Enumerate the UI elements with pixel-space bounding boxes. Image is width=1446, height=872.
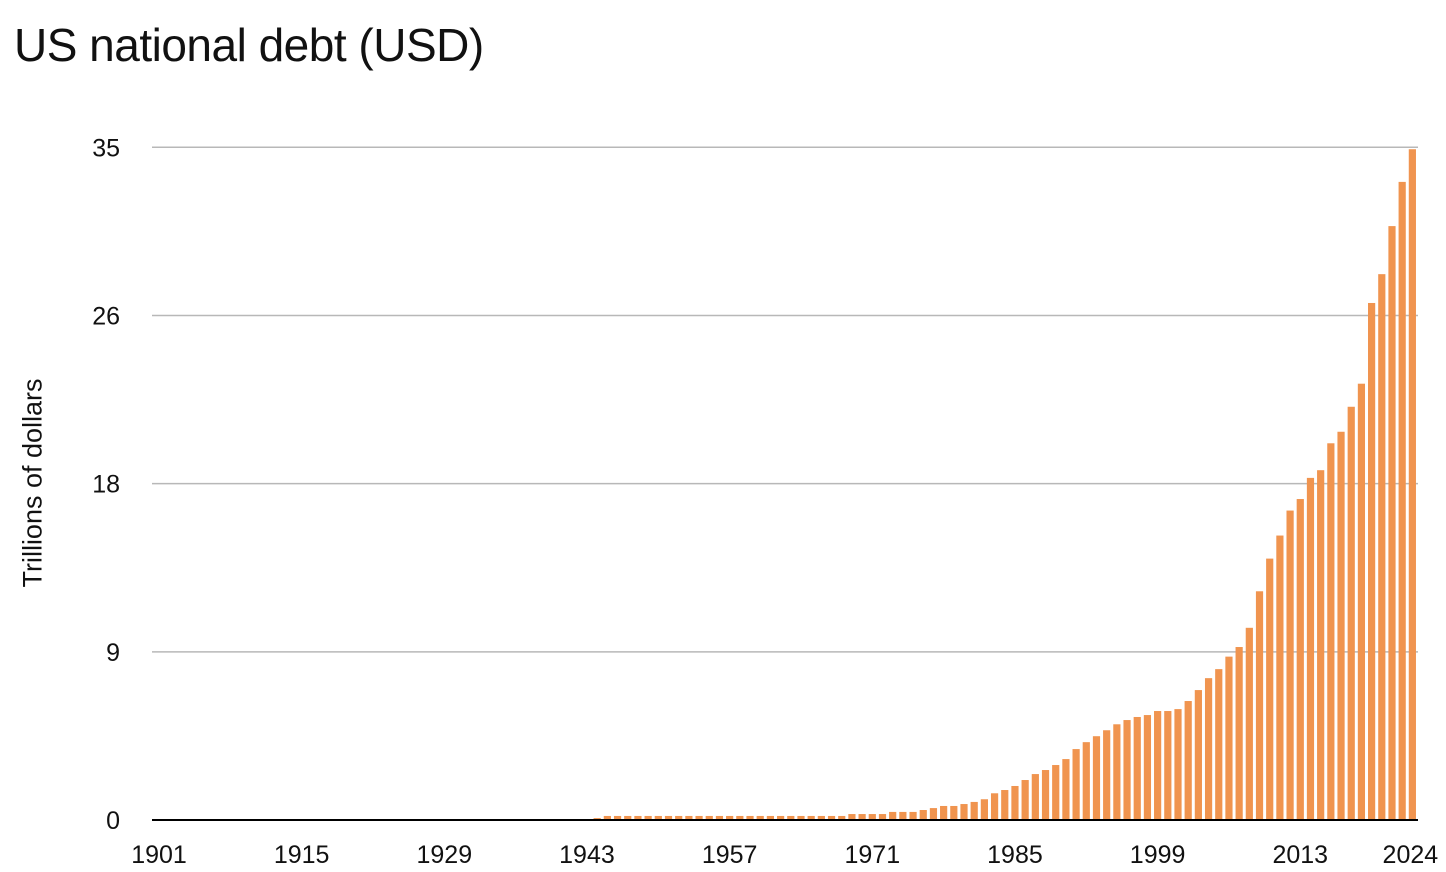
bar-1954 (695, 815, 703, 820)
y-tick-label: 0 (106, 807, 120, 835)
bar-1998 (1143, 715, 1152, 820)
bar-1947 (624, 815, 632, 820)
bar-1961 (766, 815, 774, 820)
y-tick-label: 18 (92, 471, 120, 499)
bar-2011 (1276, 535, 1284, 820)
bar-1995 (1113, 724, 1121, 820)
bar-1979 (950, 805, 958, 820)
bar-2013 (1296, 499, 1304, 820)
bar-1982 (980, 799, 988, 820)
bar-1962 (776, 815, 785, 820)
bar-1989 (1052, 765, 1060, 820)
bar-1967 (827, 815, 836, 820)
bar-1959 (746, 815, 754, 820)
x-tick-label: 2024 (1383, 841, 1439, 869)
x-tick-label: 1999 (1130, 841, 1186, 869)
bar-2003 (1194, 690, 1202, 820)
x-tick-label: 1915 (274, 841, 330, 869)
bar-1946 (613, 815, 622, 820)
bar-2017 (1337, 431, 1345, 820)
bar-1957 (726, 815, 734, 820)
bar-2002 (1184, 701, 1192, 820)
bar-1984 (1001, 790, 1009, 820)
bar-2021 (1378, 274, 1386, 821)
bar-1975 (909, 811, 917, 820)
bar-1986 (1021, 780, 1029, 820)
x-tick-label: 1943 (559, 841, 615, 869)
bar-2014 (1306, 477, 1315, 820)
bar-2005 (1215, 669, 1223, 820)
bar-1972 (878, 814, 887, 820)
bar-2010 (1266, 558, 1274, 820)
bar-1990 (1062, 759, 1070, 820)
bar-1951 (664, 815, 673, 820)
bar-1945 (603, 815, 611, 820)
bar-2024 (1408, 149, 1416, 821)
bar-2001 (1174, 709, 1182, 820)
bar-1971 (868, 814, 876, 820)
bar-2012 (1286, 510, 1294, 820)
bar-2006 (1225, 656, 1233, 820)
bar-1973 (889, 811, 897, 820)
bar-1964 (797, 815, 805, 820)
bar-1966 (817, 815, 825, 820)
bar-2019 (1357, 383, 1366, 820)
bar-1968 (838, 815, 846, 820)
bar-1969 (848, 814, 856, 820)
bar-1958 (736, 815, 744, 820)
bar-1992 (1082, 742, 1090, 820)
x-tick-label: 1929 (417, 841, 473, 869)
bar-1983 (990, 793, 999, 820)
bar-1949 (644, 815, 652, 820)
bar-1991 (1072, 749, 1080, 820)
bar-1981 (970, 801, 978, 820)
bar-2020 (1368, 302, 1376, 820)
bar-2018 (1347, 406, 1355, 820)
bar-1953 (685, 815, 693, 820)
bar-1996 (1123, 720, 1131, 820)
bar-2007 (1235, 647, 1243, 820)
bar-2016 (1327, 443, 1335, 820)
bar-1980 (960, 804, 968, 820)
x-tick-label: 1971 (844, 841, 900, 869)
bar-1993 (1092, 736, 1101, 820)
bar-1955 (705, 815, 713, 820)
bar-1970 (858, 814, 866, 820)
bar-1976 (919, 810, 927, 820)
y-tick-label: 35 (92, 134, 120, 162)
x-tick-label: 2013 (1272, 841, 1328, 869)
bar-1985 (1011, 785, 1019, 820)
bar-1948 (634, 815, 642, 820)
bar-1987 (1031, 774, 1039, 820)
bar-1974 (899, 811, 907, 820)
bar-1965 (807, 815, 815, 820)
bar-1963 (787, 815, 795, 820)
bar-1988 (1041, 770, 1050, 820)
x-tick-label: 1901 (131, 841, 187, 869)
bar-2022 (1388, 226, 1396, 821)
chart-title: US national debt (USD) (14, 19, 484, 71)
bar-2000 (1164, 711, 1172, 820)
bar-1999 (1154, 711, 1162, 820)
bar-2015 (1317, 470, 1325, 820)
x-tick-label: 1985 (987, 841, 1043, 869)
bar-1997 (1133, 716, 1141, 820)
bar-1977 (929, 808, 938, 820)
bar-1950 (654, 815, 662, 820)
bar-1978 (940, 805, 948, 820)
bar-2009 (1255, 591, 1264, 820)
y-tick-label: 9 (106, 639, 120, 667)
x-tick-label: 1957 (702, 841, 758, 869)
bar-1994 (1103, 730, 1111, 820)
y-tick-label: 26 (92, 302, 120, 330)
bar-2008 (1245, 627, 1253, 820)
bar-1956 (715, 815, 724, 820)
bar-2004 (1204, 678, 1213, 820)
bar-1952 (675, 815, 683, 820)
bar-1960 (756, 815, 764, 820)
bar-2023 (1398, 181, 1406, 820)
